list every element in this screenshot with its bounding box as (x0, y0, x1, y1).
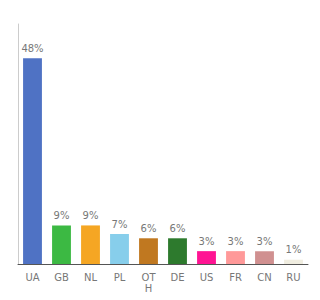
svg-text:7%: 7% (112, 219, 128, 230)
svg-text:FR: FR (229, 272, 242, 283)
svg-text:3%: 3% (228, 236, 244, 247)
svg-text:48%: 48% (21, 43, 43, 54)
svg-text:NL: NL (84, 272, 97, 283)
svg-text:3%: 3% (257, 236, 273, 247)
svg-text:PL: PL (114, 272, 126, 283)
svg-text:1%: 1% (286, 244, 302, 255)
svg-text:9%: 9% (83, 210, 99, 221)
svg-text:OT: OT (142, 272, 157, 283)
svg-text:3%: 3% (199, 236, 215, 247)
svg-text:6%: 6% (170, 223, 186, 234)
svg-text:H: H (145, 283, 153, 294)
svg-text:DE: DE (170, 272, 184, 283)
svg-text:RU: RU (286, 272, 300, 283)
svg-text:9%: 9% (54, 210, 70, 221)
svg-text:6%: 6% (141, 223, 157, 234)
svg-text:UA: UA (25, 272, 39, 283)
svg-text:US: US (200, 272, 214, 283)
svg-text:GB: GB (54, 272, 69, 283)
svg-text:CN: CN (257, 272, 271, 283)
